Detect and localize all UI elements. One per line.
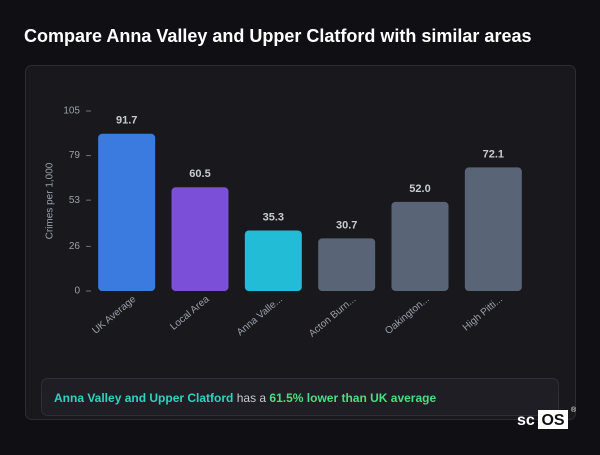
bar: [98, 133, 156, 291]
summary-box: [41, 378, 559, 416]
bar: [244, 230, 302, 291]
bar: [464, 167, 522, 291]
y-tick-label: 79: [69, 150, 81, 161]
y-tick-label: 105: [63, 106, 80, 117]
bar: [171, 187, 229, 291]
value-label: 72.1: [483, 148, 504, 160]
brand-prefix: sc: [517, 412, 535, 429]
summary-place: Anna Valley and Upper Clatford: [54, 391, 233, 405]
brand-mark: ®: [571, 406, 577, 414]
value-label: 60.5: [189, 168, 210, 180]
bar: [318, 238, 376, 291]
value-label: 30.7: [336, 219, 357, 231]
summary-text: Anna Valley and Upper Clatford has a 61.…: [54, 391, 436, 405]
y-tick-label: 0: [74, 286, 80, 297]
value-label: 35.3: [263, 211, 284, 223]
brand-boxed: OS: [541, 412, 564, 429]
bar: [391, 201, 449, 291]
y-axis-label: Crimes per 1,000: [45, 162, 56, 239]
value-label: 91.7: [116, 115, 137, 127]
page-title: Compare Anna Valley and Upper Clatford w…: [24, 26, 531, 46]
y-tick-label: 26: [69, 241, 81, 252]
summary-highlight: 61.5% lower than UK average: [269, 391, 436, 405]
value-label: 52.0: [409, 183, 430, 195]
brand-box: [538, 410, 568, 429]
y-tick-label: 53: [69, 195, 81, 206]
summary-middle: has a: [237, 391, 267, 405]
